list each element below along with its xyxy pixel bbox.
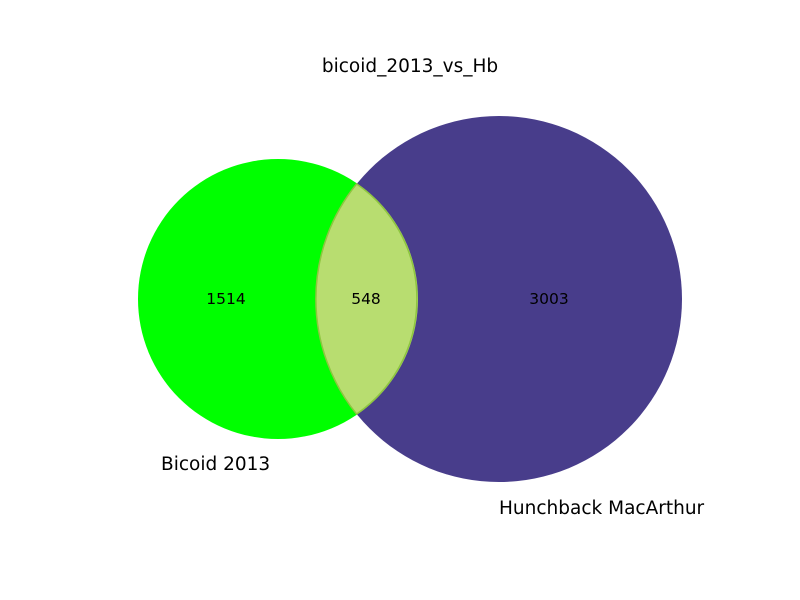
count-hunchback-only: 3003 — [529, 290, 568, 308]
set-intersection-outline — [315, 182, 418, 416]
set-label-hunchback-macarthur: Hunchback MacArthur — [499, 498, 705, 519]
set-circle-hunchback-macarthur — [316, 116, 682, 482]
set-label-bicoid-2013: Bicoid 2013 — [161, 454, 270, 475]
count-intersection: 548 — [351, 290, 381, 308]
diagram-title: bicoid_2013_vs_Hb — [322, 56, 498, 77]
count-bicoid-only: 1514 — [206, 290, 245, 308]
